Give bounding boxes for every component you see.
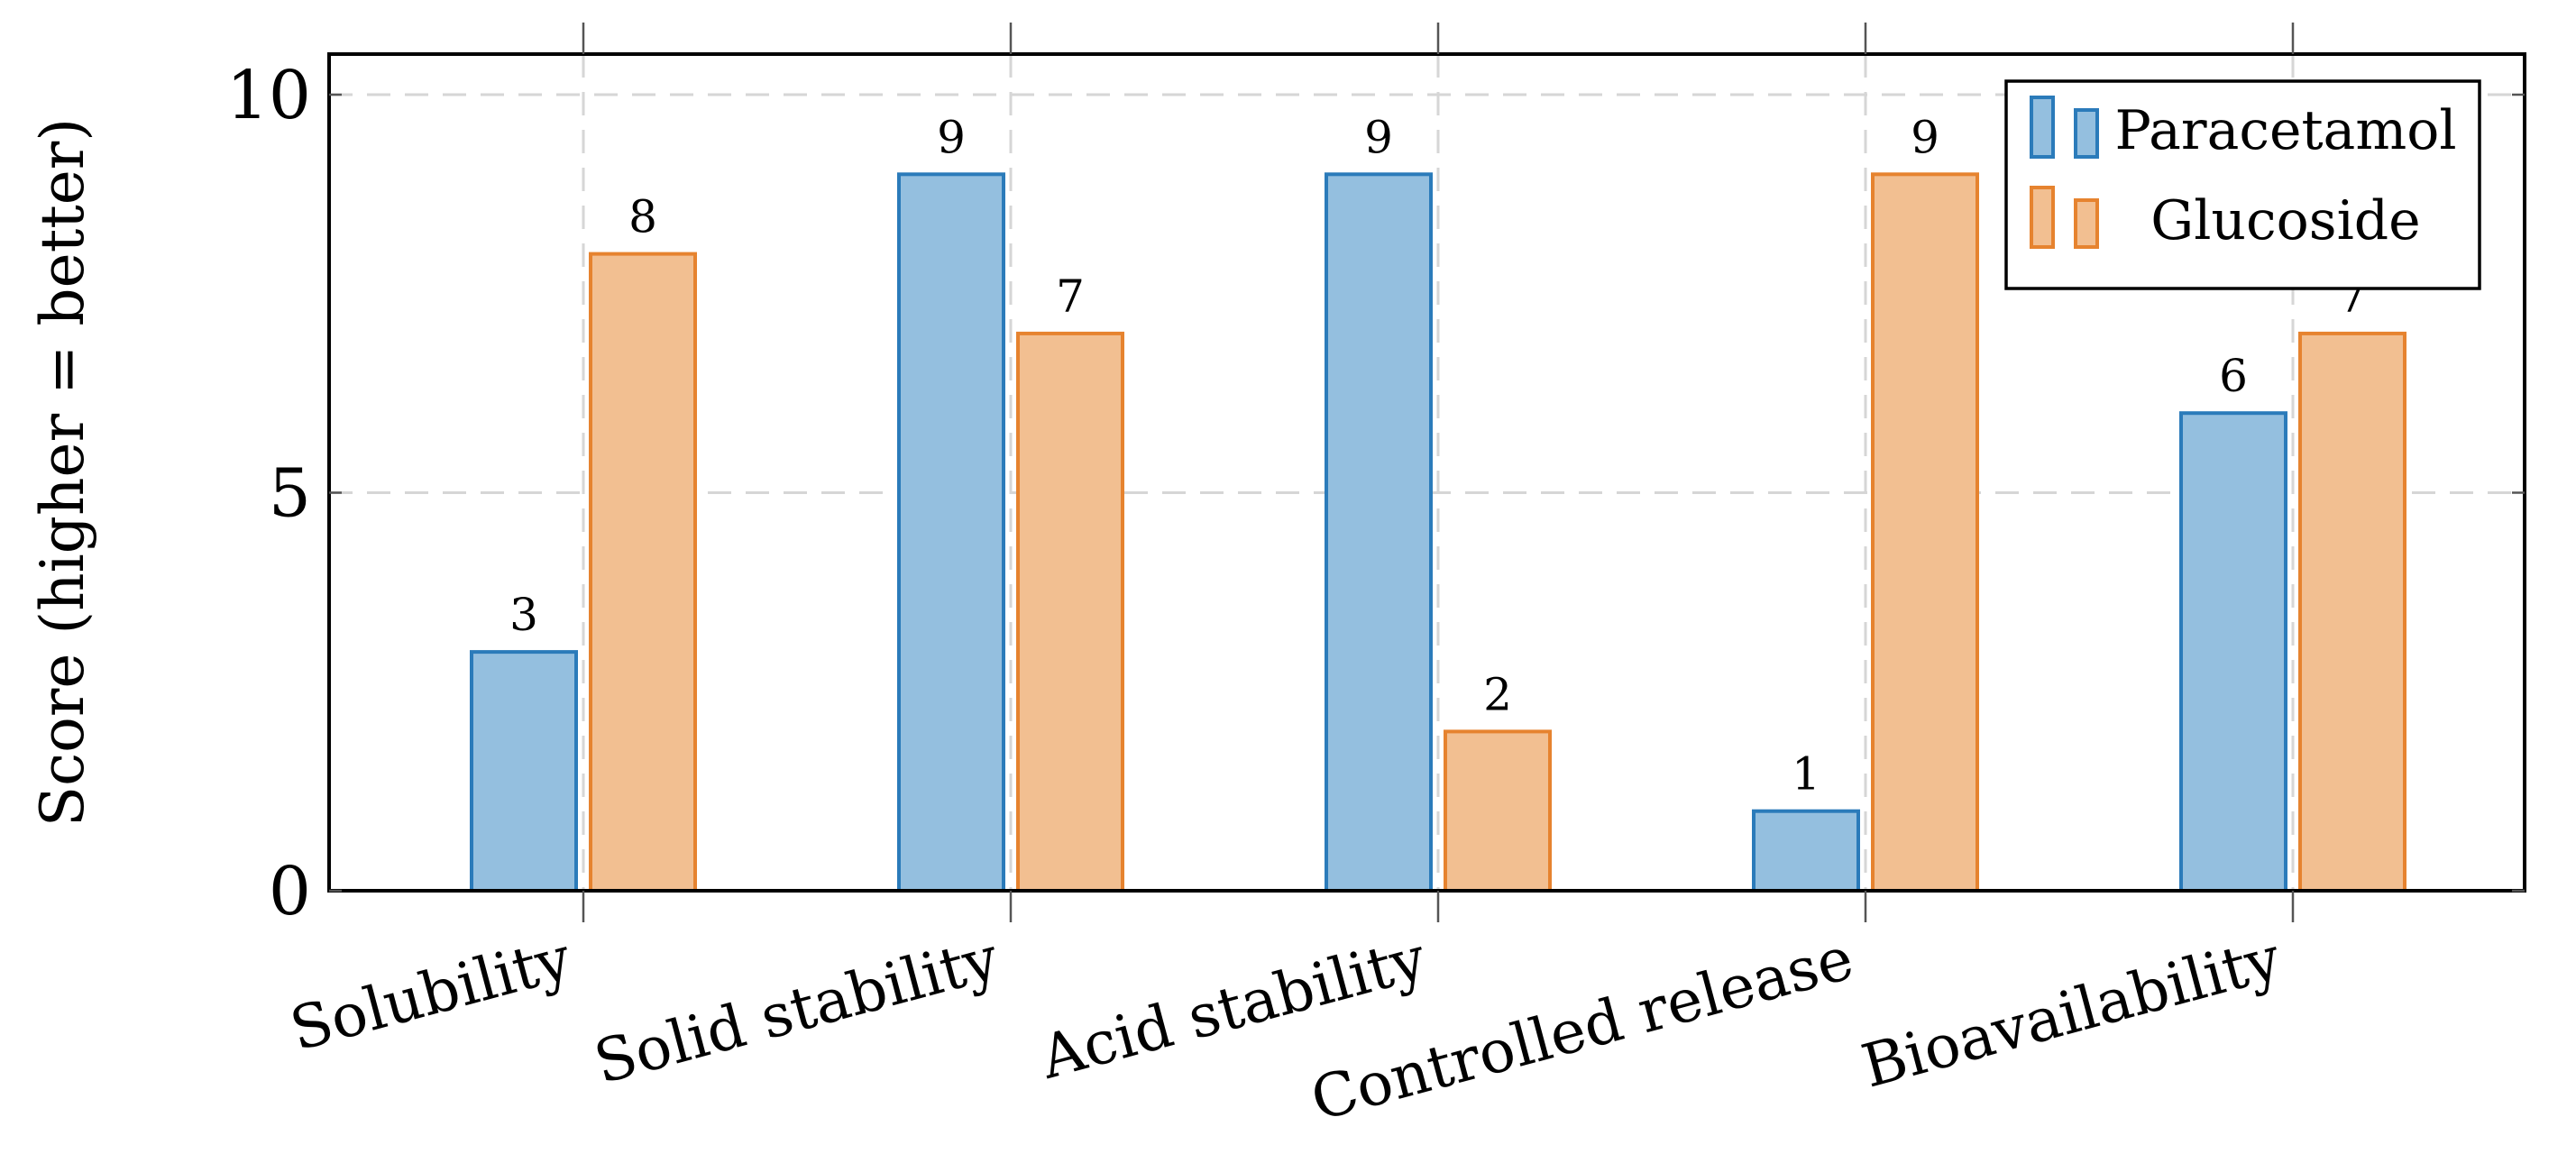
legend-swatch-glucoside — [2030, 186, 2055, 249]
data-label-paracetamol-acid-stability: 9 — [1364, 111, 1393, 163]
data-label-glucoside-solid-stability: 7 — [1056, 270, 1085, 323]
x-tick-label-solid-stability: Solid stability — [587, 923, 1005, 1097]
y-tick-label: 5 — [269, 455, 311, 533]
data-label-paracetamol-solubility: 3 — [509, 589, 538, 641]
data-label-paracetamol-controlled-release: 1 — [1792, 748, 1820, 801]
y-axis-label: Score (higher = better) — [28, 118, 97, 827]
bar-paracetamol-solid-stability — [897, 172, 1005, 893]
y-tick-label: 10 — [226, 57, 311, 134]
x-tick-label-bioavailability: Bioavailability — [1855, 923, 2288, 1102]
bar-paracetamol-controlled-release — [1752, 809, 1860, 893]
bar-glucoside-solid-stability — [1016, 331, 1124, 893]
bar-glucoside-bioavailability — [2298, 331, 2406, 893]
bar-paracetamol-acid-stability — [1325, 172, 1433, 893]
y-tick-label: 0 — [269, 853, 311, 930]
bar-glucoside-solubility — [589, 252, 697, 893]
data-label-glucoside-controlled-release: 9 — [1911, 111, 1939, 163]
data-label-paracetamol-bioavailability: 6 — [2219, 350, 2248, 402]
bar-glucoside-acid-stability — [1444, 729, 1552, 893]
data-label-glucoside-acid-stability: 2 — [1483, 668, 1512, 720]
legend-label-glucoside: Glucoside — [2150, 189, 2420, 252]
bar-paracetamol-solubility — [470, 650, 578, 893]
legend-label-paracetamol: Paracetamol — [2114, 99, 2456, 162]
x-tick-labels: Solubility Solid stability Acid stabilityC… — [283, 923, 2288, 1135]
data-label-glucoside-solubility: 8 — [628, 191, 657, 243]
bar-glucoside-controlled-release — [1871, 172, 1979, 893]
plot-frame — [327, 52, 2526, 893]
axis-ticks — [329, 23, 2525, 922]
legend-swatch-glucoside — [2074, 198, 2099, 249]
legend-swatch-paracetamol — [2030, 96, 2055, 159]
y-tick-labels: 0 5 10 — [226, 57, 311, 930]
legend: Paracetamol Glucoside — [2004, 79, 2481, 290]
bar-paracetamol-bioavailability — [2179, 411, 2287, 893]
x-tick-label-solubility: Solubility — [283, 923, 579, 1065]
data-label-paracetamol-solid-stability: 9 — [937, 111, 966, 163]
legend-swatch-paracetamol — [2074, 108, 2099, 159]
